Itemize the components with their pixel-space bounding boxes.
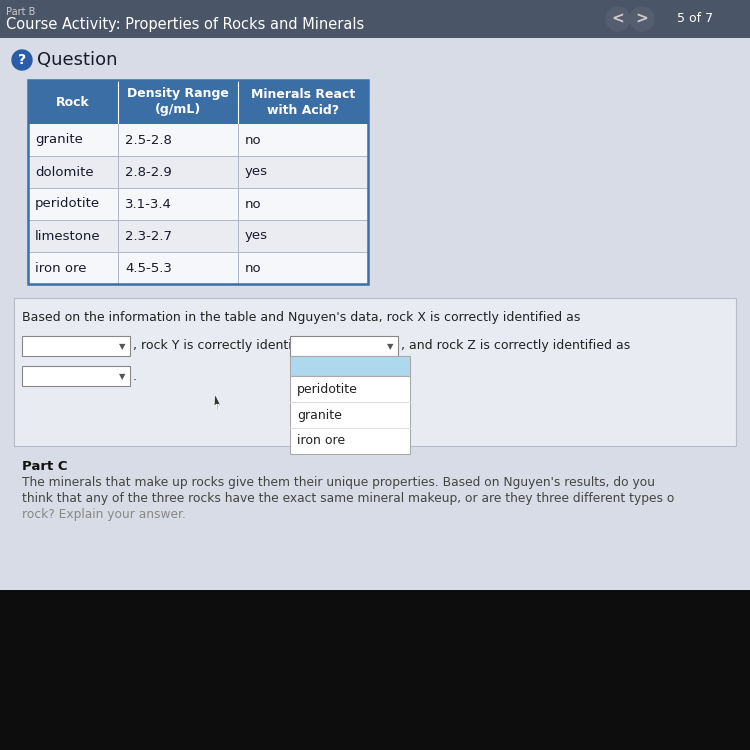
- Text: 2.8-2.9: 2.8-2.9: [125, 166, 172, 178]
- Text: 5 of 7: 5 of 7: [677, 13, 713, 26]
- Circle shape: [12, 50, 32, 70]
- Bar: [290, 376, 410, 454]
- Text: no: no: [245, 197, 262, 211]
- Text: 2.3-2.7: 2.3-2.7: [125, 230, 172, 242]
- Text: ▼: ▼: [387, 343, 393, 352]
- Bar: [28, 124, 368, 156]
- Text: Course Activity: Properties of Rocks and Minerals: Course Activity: Properties of Rocks and…: [6, 17, 364, 32]
- Bar: [28, 252, 368, 284]
- Text: 4.5-5.3: 4.5-5.3: [125, 262, 172, 274]
- Bar: [290, 356, 410, 376]
- Text: 2.5-2.8: 2.5-2.8: [125, 134, 172, 146]
- Text: Minerals React
with Acid?: Minerals React with Acid?: [251, 88, 356, 116]
- Text: peridotite: peridotite: [35, 197, 100, 211]
- Text: ?: ?: [18, 53, 26, 67]
- Bar: [28, 188, 368, 220]
- Bar: [28, 156, 368, 188]
- Text: granite: granite: [35, 134, 82, 146]
- Circle shape: [606, 7, 630, 31]
- Bar: [22, 366, 130, 386]
- Text: 3.1-3.4: 3.1-3.4: [125, 197, 172, 211]
- Text: <: <: [612, 11, 624, 26]
- Text: rock? Explain your answer.: rock? Explain your answer.: [22, 508, 186, 521]
- Text: yes: yes: [245, 230, 268, 242]
- Text: iron ore: iron ore: [297, 434, 345, 448]
- Bar: [0, 0, 750, 38]
- Text: dolomite: dolomite: [35, 166, 94, 178]
- Text: no: no: [245, 262, 262, 274]
- Bar: [28, 220, 368, 252]
- Text: , and rock Z is correctly identified as: , and rock Z is correctly identified as: [401, 340, 630, 352]
- Text: yes: yes: [245, 166, 268, 178]
- Text: Rock: Rock: [56, 95, 90, 109]
- Text: Question: Question: [37, 51, 118, 69]
- Circle shape: [630, 7, 654, 31]
- Text: , rock Y is correctly identified as: , rock Y is correctly identified as: [133, 340, 334, 352]
- Text: limestone: limestone: [35, 230, 100, 242]
- Bar: [0, 590, 750, 750]
- Text: no: no: [245, 134, 262, 146]
- Text: peridotite: peridotite: [297, 382, 358, 395]
- Text: >: >: [635, 11, 648, 26]
- Text: ▼: ▼: [118, 343, 125, 352]
- Text: ▼: ▼: [118, 373, 125, 382]
- Polygon shape: [214, 394, 221, 410]
- Text: granite: granite: [297, 409, 342, 422]
- Text: Part B: Part B: [6, 7, 35, 17]
- Bar: [22, 336, 130, 356]
- Text: iron ore: iron ore: [35, 262, 86, 274]
- Text: think that any of the three rocks have the exact same mineral makeup, or are the: think that any of the three rocks have t…: [22, 492, 674, 505]
- Bar: [28, 80, 368, 284]
- Text: .: .: [133, 370, 137, 382]
- Bar: [28, 80, 368, 124]
- Bar: [14, 298, 736, 446]
- Text: The minerals that make up rocks give them their unique properties. Based on Nguy: The minerals that make up rocks give the…: [22, 476, 655, 489]
- Text: Based on the information in the table and Nguyen's data, rock X is correctly ide: Based on the information in the table an…: [22, 311, 580, 325]
- Text: Part C: Part C: [22, 460, 68, 473]
- Bar: [290, 336, 398, 356]
- Text: Density Range
(g/mL): Density Range (g/mL): [127, 88, 229, 116]
